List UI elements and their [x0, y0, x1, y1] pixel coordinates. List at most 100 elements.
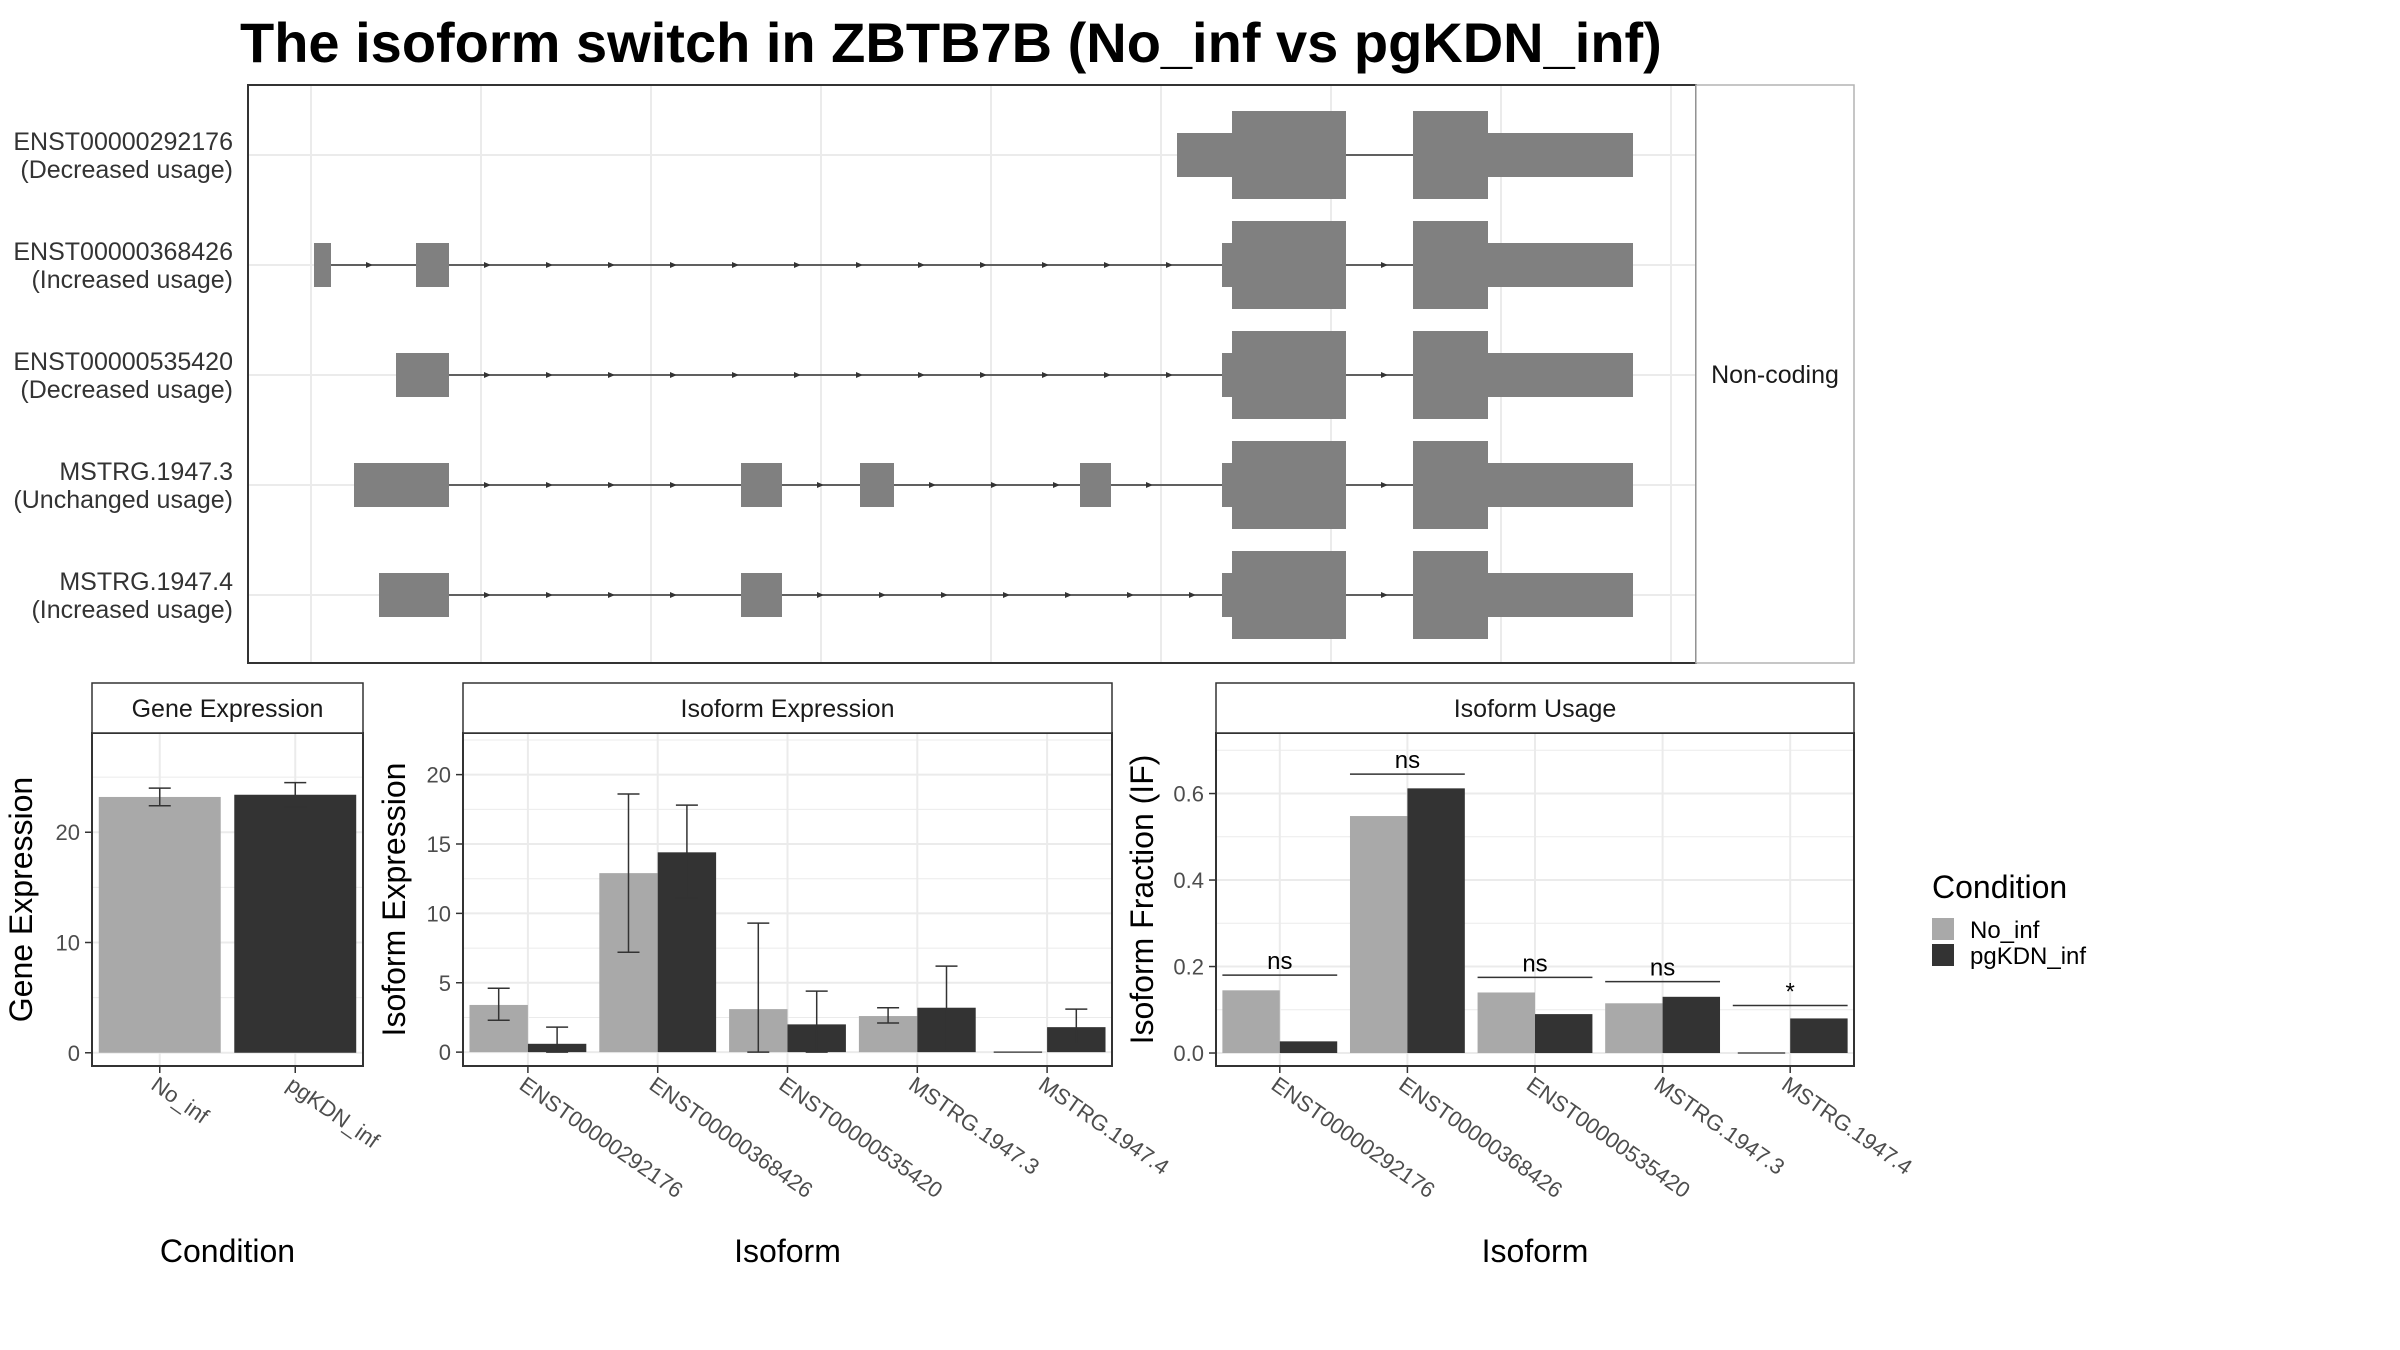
bar-pgkdn-inf: [234, 794, 357, 1053]
y-tick-label: 20: [56, 820, 80, 845]
y-tick-label: 0.6: [1173, 782, 1204, 807]
intron-arrowhead: [941, 592, 948, 598]
intron-arrowhead: [608, 592, 615, 598]
bar-no-inf: [98, 796, 221, 1053]
cds-exon: [1232, 441, 1346, 529]
intron-arrowhead: [817, 592, 824, 598]
utr-exon: [379, 573, 449, 617]
intron-arrowhead: [1042, 262, 1049, 268]
significance-label: ns: [1522, 950, 1547, 977]
cds-exon: [1232, 221, 1346, 309]
transcript-model: [314, 221, 1633, 309]
transcript-model: [396, 331, 1633, 419]
intron-arrowhead: [980, 262, 987, 268]
cds-exon: [1232, 111, 1346, 199]
y-tick-label: 10: [427, 901, 451, 926]
isoform-label-4: MSTRG.1947.4 (Increased usage): [31, 568, 233, 624]
facet-strip: [1215, 682, 1855, 734]
intron-arrowhead: [484, 482, 491, 488]
x-tick-label: MSTRG.1947.3: [904, 1072, 1044, 1180]
utr-exon: [314, 243, 331, 287]
legend-key-no-inf: [1932, 918, 1954, 940]
intron-arrowhead: [1065, 592, 1072, 598]
utr-exon: [1488, 463, 1633, 507]
bar-no-inf: [1605, 1003, 1663, 1054]
isoform-label-usage: (Decreased usage): [20, 376, 233, 404]
intron-arrowhead: [1381, 592, 1388, 598]
intron-arrowhead: [794, 262, 801, 268]
significance-label: *: [1786, 978, 1795, 1005]
intron-arrowhead: [546, 372, 553, 378]
utr-exon: [860, 463, 894, 507]
y-tick-label: 10: [56, 931, 80, 956]
isoform-label-id: ENST00000535420: [13, 348, 233, 376]
utr-exon: [396, 353, 449, 397]
intron-arrowhead: [794, 372, 801, 378]
legend-title: Condition: [1932, 869, 2067, 905]
utr-exon: [354, 463, 449, 507]
x-axis-title: Isoform: [734, 1233, 841, 1269]
x-tick-label: MSTRG.1947.3: [1650, 1072, 1790, 1180]
intron-arrowhead: [980, 372, 987, 378]
intron-arrowhead: [670, 262, 677, 268]
intron-arrowhead: [879, 592, 886, 598]
intron-arrowhead: [1053, 482, 1060, 488]
y-axis-title: Isoform Expression: [376, 763, 412, 1037]
utr-exon: [1177, 133, 1232, 177]
x-tick-label: MSTRG.1947.4: [1777, 1072, 1917, 1180]
y-axis-title: Isoform Fraction (IF): [1124, 755, 1160, 1045]
intron-arrowhead: [608, 262, 615, 268]
facet-strip: [91, 682, 364, 734]
intron-arrowhead: [670, 372, 677, 378]
bar-pgkdn-inf: [1662, 996, 1721, 1054]
condition-legend: Condition No_inf pgKDN_inf: [1932, 869, 2086, 970]
utr-exon: [1488, 573, 1633, 617]
transcript-models: [314, 111, 1633, 639]
isoform-label-usage: (Increased usage): [31, 266, 233, 294]
y-tick-label: 20: [427, 763, 451, 788]
utr-exon: [1488, 243, 1633, 287]
x-tick-label: pgKDN_inf: [282, 1072, 384, 1154]
intron-arrowhead: [817, 482, 824, 488]
intron-arrowhead: [1042, 372, 1049, 378]
structure-facet-strip: [1695, 84, 1855, 664]
intron-arrowhead: [1003, 592, 1010, 598]
intron-arrowhead: [856, 372, 863, 378]
y-tick-label: 5: [439, 971, 451, 996]
cds-exon: [1413, 331, 1488, 419]
cds-exon: [1413, 551, 1488, 639]
x-axis-title: Isoform: [1482, 1233, 1589, 1269]
y-tick-label: 0.0: [1173, 1041, 1204, 1066]
intron-arrowhead: [670, 482, 677, 488]
intron-arrowhead: [1104, 262, 1111, 268]
intron-arrowhead: [1381, 262, 1388, 268]
cds-exon: [1232, 551, 1346, 639]
y-tick-label: 0: [439, 1040, 451, 1065]
intron-arrowhead: [1381, 482, 1388, 488]
transcript-model: [354, 441, 1633, 529]
intron-arrowhead: [732, 372, 739, 378]
bar-pgkdn-inf: [1279, 1041, 1338, 1054]
significance-label: ns: [1267, 948, 1292, 975]
intron-arrowhead: [1189, 592, 1196, 598]
bar-pgkdn-inf: [1407, 788, 1465, 1054]
isoform-label-id: ENST00000292176: [13, 128, 233, 156]
isoform-label-id: MSTRG.1947.3: [59, 458, 233, 486]
utr-exon: [1488, 353, 1633, 397]
gene-expression-panel: Gene Expression 0 10 20 No_inf pgKDN_inf Condi…: [3, 682, 385, 1269]
intron-arrowhead: [918, 262, 925, 268]
bar-no-inf: [1477, 992, 1535, 1054]
cds-exon: [1413, 441, 1488, 529]
isoform-label-usage: (Increased usage): [31, 596, 233, 624]
facet-strip-label: Gene Expression: [132, 695, 324, 723]
figure-title: The isoform switch in ZBTB7B (No_inf vs …: [240, 11, 1662, 74]
intron-arrowhead: [484, 372, 491, 378]
intron-arrowhead: [1104, 372, 1111, 378]
y-tick-label: 15: [427, 832, 451, 857]
utr-exon: [1488, 133, 1633, 177]
intron-arrowhead: [670, 592, 677, 598]
utr-exon: [416, 243, 449, 287]
utr-exon: [1222, 243, 1232, 287]
y-tick-label: 0: [68, 1041, 80, 1066]
